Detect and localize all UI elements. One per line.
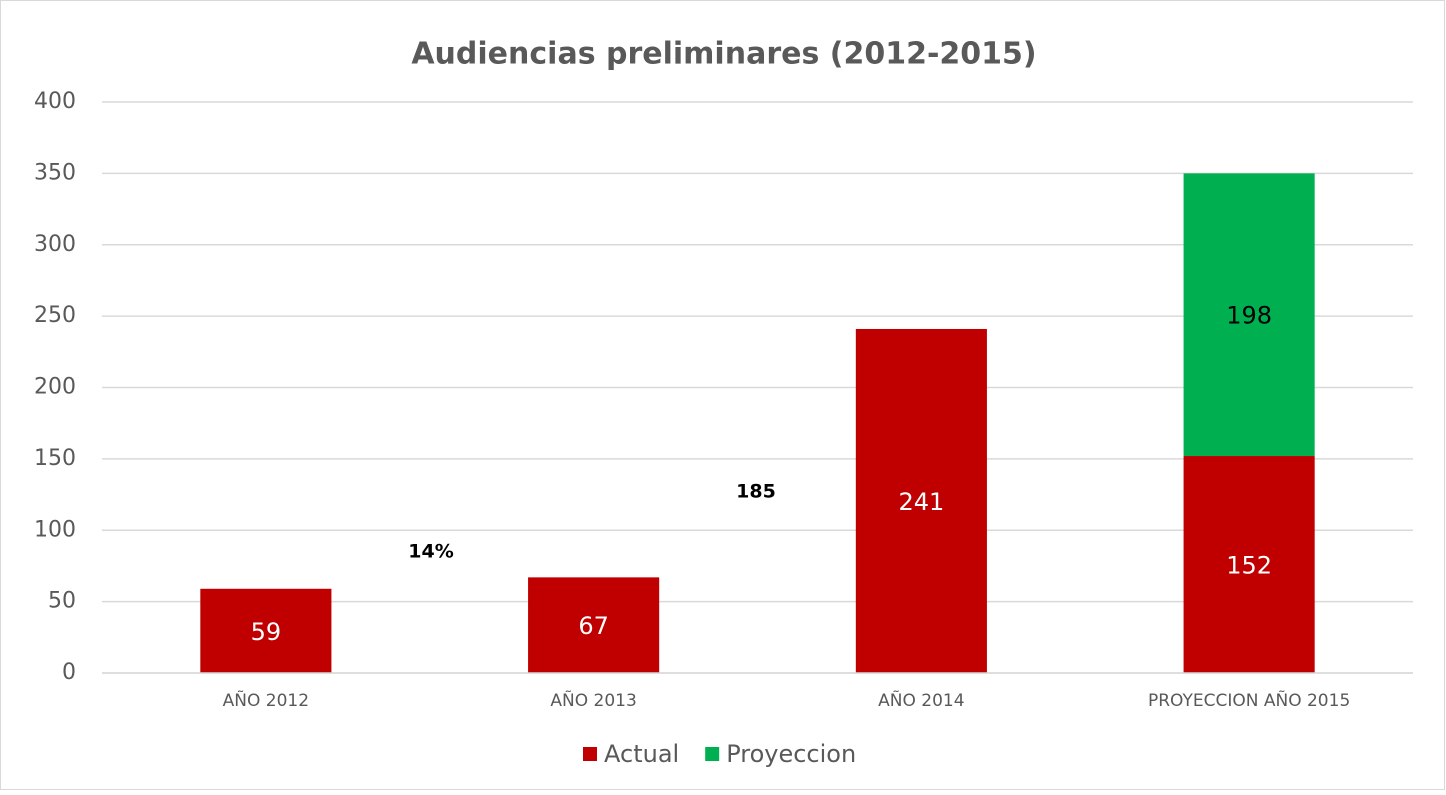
- legend-label: Actual: [604, 740, 679, 768]
- bar-segment: [855, 328, 987, 673]
- data-label: 59: [251, 618, 282, 646]
- data-label: 67: [578, 612, 609, 640]
- chart-title: Audiencias preliminares (2012-2015): [411, 37, 1036, 72]
- data-label: 241: [898, 488, 944, 516]
- bar-segment: [1183, 456, 1315, 673]
- y-tick-label: 0: [62, 660, 76, 685]
- legend-swatch: [583, 747, 597, 761]
- y-tick-label: 350: [34, 160, 76, 185]
- y-tick-label: 100: [34, 517, 76, 542]
- annotation: 185: [736, 481, 776, 503]
- data-label: 152: [1226, 552, 1272, 580]
- bar-segment: [528, 577, 660, 673]
- x-tick-label: AÑO 2012: [223, 689, 309, 711]
- x-tick-label: AÑO 2013: [550, 689, 636, 711]
- y-tick-label: 300: [34, 232, 76, 257]
- x-tick-label: PROYECCION AÑO 2015: [1148, 689, 1350, 711]
- annotation: 14%: [408, 541, 453, 563]
- y-tick-label: 250: [34, 303, 76, 328]
- y-tick-label: 50: [48, 589, 76, 614]
- y-tick-label: 400: [34, 89, 76, 114]
- data-label: 198: [1226, 302, 1272, 330]
- y-tick-label: 200: [34, 375, 76, 400]
- bar-segment: [1183, 173, 1315, 457]
- bar-segment: [200, 588, 332, 673]
- legend-label: Proyeccion: [726, 740, 856, 768]
- x-tick-label: AÑO 2014: [878, 689, 964, 711]
- legend-swatch: [705, 747, 720, 761]
- y-tick-label: 150: [34, 446, 76, 471]
